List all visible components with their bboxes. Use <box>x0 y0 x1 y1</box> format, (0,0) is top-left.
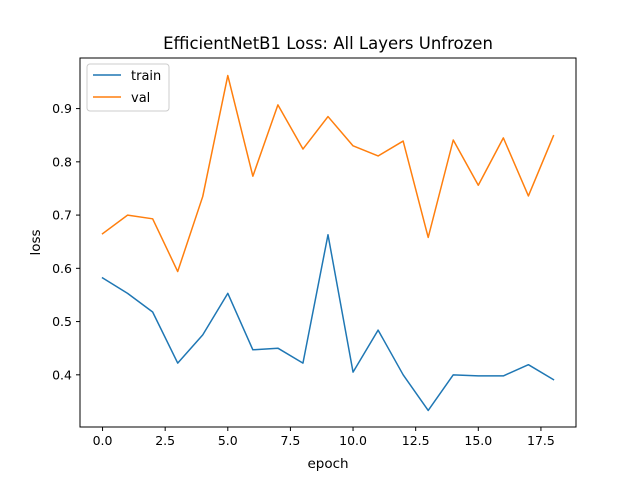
y-tick-label: 0.7 <box>52 208 72 223</box>
x-tick-label: 17.5 <box>527 433 555 448</box>
chart-title: EfficientNetB1 Loss: All Layers Unfrozen <box>163 34 493 53</box>
series-layer <box>101 74 555 412</box>
x-tick-label: 15.0 <box>464 433 492 448</box>
legend-label-val: val <box>131 91 150 106</box>
series-line-val <box>101 74 555 273</box>
x-tick-label: 2.5 <box>155 433 175 448</box>
y-tick-label: 0.8 <box>52 154 72 169</box>
legend: train val <box>86 63 170 112</box>
y-axis-ticks: 0.4 0.5 0.6 0.7 0.8 0.9 <box>52 101 80 382</box>
y-tick-label: 0.5 <box>52 314 72 329</box>
y-tick-label: 0.6 <box>52 261 72 276</box>
legend-label-train: train <box>131 69 161 84</box>
y-axis-label: loss <box>28 229 44 255</box>
x-tick-label: 5.0 <box>218 433 238 448</box>
x-tick-label: 7.5 <box>280 433 300 448</box>
plot-frame <box>79 57 577 428</box>
x-axis-ticks: 0.0 2.5 5.0 7.5 10.0 12.5 15.0 17.5 <box>93 427 555 448</box>
series-line-train <box>101 234 555 412</box>
x-tick-label: 10.0 <box>339 433 367 448</box>
y-tick-label: 0.4 <box>52 367 72 382</box>
y-tick-label: 0.9 <box>52 101 72 116</box>
x-tick-label: 0.0 <box>93 433 113 448</box>
x-axis-label: epoch <box>307 456 348 472</box>
x-tick-label: 12.5 <box>402 433 430 448</box>
